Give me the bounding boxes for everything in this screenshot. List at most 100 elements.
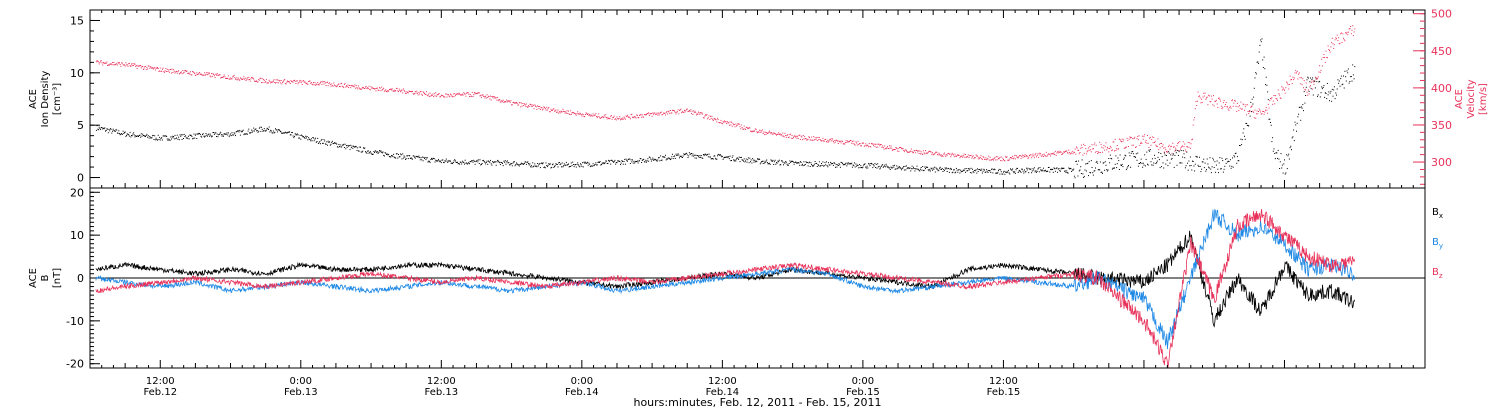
data-point	[662, 112, 664, 114]
data-point	[101, 127, 103, 129]
data-point	[458, 163, 460, 165]
data-point	[520, 163, 522, 165]
data-point	[123, 132, 125, 134]
data-point	[1312, 94, 1314, 96]
data-point	[131, 135, 133, 137]
data-point	[326, 82, 328, 84]
data-point	[577, 164, 579, 166]
data-point	[1240, 101, 1242, 103]
data-point	[1281, 89, 1283, 91]
data-point	[504, 161, 506, 163]
data-point	[724, 156, 725, 158]
data-point	[194, 73, 196, 74]
x-tick-date-label: Feb.12	[143, 387, 177, 398]
data-point	[538, 163, 540, 165]
data-point	[910, 170, 912, 172]
data-point	[389, 156, 391, 158]
data-point	[539, 163, 541, 165]
data-point	[837, 140, 839, 142]
data-point	[882, 145, 884, 147]
data-point	[1025, 171, 1027, 173]
data-point	[730, 160, 732, 162]
data-point	[521, 105, 523, 107]
data-point	[806, 162, 808, 163]
data-point	[1169, 148, 1171, 150]
data-point	[124, 132, 125, 134]
data-point	[165, 135, 167, 137]
data-point	[801, 136, 803, 138]
data-point	[585, 112, 587, 114]
data-point	[844, 143, 846, 145]
data-point	[1031, 170, 1033, 172]
data-point	[985, 157, 987, 159]
data-point	[358, 150, 360, 152]
data-point	[890, 166, 892, 168]
data-point	[857, 165, 859, 166]
data-point	[607, 116, 609, 118]
data-point	[439, 161, 441, 163]
data-point	[1228, 109, 1230, 111]
data-point	[1006, 156, 1008, 158]
data-point	[717, 119, 719, 121]
data-point	[402, 88, 404, 90]
data-point	[1131, 151, 1133, 153]
data-point	[1133, 156, 1135, 158]
data-point	[486, 94, 488, 96]
data-point	[1007, 169, 1009, 171]
data-point	[715, 158, 717, 160]
data-point	[133, 63, 135, 65]
data-point	[1285, 87, 1287, 89]
data-point	[174, 134, 176, 136]
data-point	[661, 159, 663, 161]
data-point	[1261, 113, 1263, 115]
data-point	[220, 134, 222, 136]
data-point	[946, 167, 947, 169]
data-point	[835, 164, 837, 165]
data-point	[959, 172, 961, 174]
data-point	[1298, 72, 1300, 74]
data-point	[969, 155, 971, 156]
data-point	[484, 161, 486, 163]
data-point	[1208, 95, 1210, 97]
data-point	[1012, 168, 1014, 170]
data-point	[1343, 39, 1345, 41]
data-point	[1180, 148, 1181, 150]
data-point	[1284, 92, 1286, 94]
data-point	[874, 163, 876, 165]
data-point	[222, 134, 224, 136]
data-point	[1241, 139, 1243, 141]
data-point	[223, 135, 224, 137]
data-point	[1247, 111, 1249, 112]
data-point	[776, 134, 777, 136]
data-point	[199, 133, 201, 134]
data-point	[736, 124, 738, 126]
data-point	[1210, 101, 1212, 103]
data-point	[223, 76, 224, 78]
data-point	[138, 136, 139, 137]
data-point	[1111, 158, 1113, 160]
data-point	[247, 79, 249, 81]
data-point	[448, 160, 450, 162]
data-point	[719, 122, 721, 124]
data-point	[356, 149, 358, 151]
data-point	[1149, 137, 1151, 139]
data-point	[851, 166, 853, 168]
data-point	[1082, 154, 1084, 156]
data-point	[418, 155, 420, 157]
data-point	[908, 151, 910, 153]
data-point	[961, 155, 963, 157]
data-point	[837, 165, 839, 166]
data-point	[629, 158, 631, 160]
data-point	[301, 84, 303, 85]
data-point	[1090, 160, 1092, 162]
data-point	[258, 130, 260, 132]
data-point	[1033, 155, 1035, 157]
data-point	[266, 82, 268, 84]
data-point	[887, 146, 888, 148]
data-point	[483, 159, 484, 161]
data-point	[728, 122, 730, 124]
data-point	[474, 93, 476, 95]
data-point	[1167, 165, 1169, 167]
data-point	[239, 79, 241, 81]
data-point	[360, 146, 361, 148]
